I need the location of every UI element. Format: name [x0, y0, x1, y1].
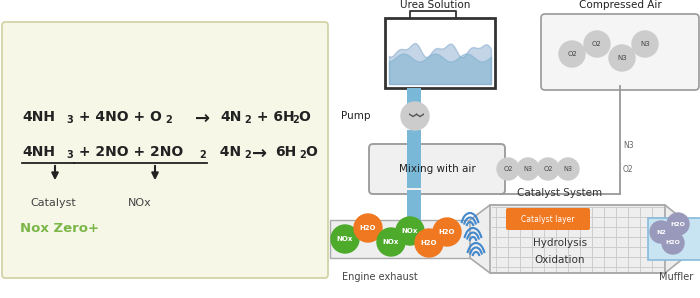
Text: 6H: 6H — [275, 145, 296, 159]
Text: 2: 2 — [244, 150, 251, 160]
Text: O2: O2 — [567, 51, 577, 57]
Text: Pump: Pump — [340, 111, 370, 121]
Text: NOx: NOx — [128, 198, 152, 208]
Circle shape — [650, 221, 672, 243]
Text: Catalyst System: Catalyst System — [517, 188, 603, 198]
Text: H2O: H2O — [360, 225, 377, 231]
Text: O: O — [305, 145, 317, 159]
Text: O2: O2 — [623, 165, 634, 175]
Text: + 2NO + 2NO: + 2NO + 2NO — [74, 145, 183, 159]
Text: ❯
❯: ❯ ❯ — [407, 112, 424, 118]
Text: Urea Solution: Urea Solution — [400, 0, 470, 10]
Circle shape — [396, 217, 424, 245]
Text: Engine exhaust: Engine exhaust — [342, 272, 418, 282]
FancyBboxPatch shape — [2, 22, 328, 278]
Circle shape — [517, 158, 539, 180]
Text: 3: 3 — [66, 115, 73, 125]
Text: N3: N3 — [564, 166, 573, 172]
Text: →: → — [252, 145, 267, 163]
Text: 2: 2 — [244, 115, 251, 125]
Bar — [648, 218, 700, 260]
Circle shape — [415, 229, 443, 257]
Bar — [407, 130, 421, 188]
Text: 4N: 4N — [210, 145, 241, 159]
Text: N3: N3 — [640, 41, 650, 47]
Bar — [385, 18, 495, 88]
Text: 3: 3 — [66, 150, 73, 160]
Text: N3: N3 — [623, 140, 634, 150]
Bar — [407, 88, 421, 116]
Text: H2O: H2O — [666, 240, 680, 246]
Circle shape — [609, 45, 635, 71]
Circle shape — [497, 158, 519, 180]
Bar — [330, 220, 470, 258]
FancyBboxPatch shape — [541, 14, 699, 90]
Text: Nox Zero+: Nox Zero+ — [20, 222, 99, 235]
Text: 2: 2 — [199, 150, 206, 160]
Text: Mixing with air: Mixing with air — [398, 164, 475, 174]
FancyBboxPatch shape — [369, 144, 505, 194]
Text: Compressed Air: Compressed Air — [579, 0, 662, 10]
Circle shape — [401, 102, 429, 130]
Circle shape — [667, 213, 689, 235]
Circle shape — [377, 228, 405, 256]
Text: 4NH: 4NH — [22, 110, 55, 124]
Text: O2: O2 — [543, 166, 553, 172]
FancyBboxPatch shape — [506, 208, 590, 230]
Text: Hydrolysis: Hydrolysis — [533, 238, 587, 248]
Circle shape — [537, 158, 559, 180]
Text: H2O: H2O — [439, 229, 455, 235]
Text: NOx: NOx — [337, 236, 354, 242]
Text: Oxidation: Oxidation — [535, 255, 585, 265]
Text: NOx: NOx — [402, 228, 418, 234]
Text: N2: N2 — [656, 229, 666, 235]
Text: H2O: H2O — [671, 221, 685, 226]
Text: Catalyst: Catalyst — [30, 198, 76, 208]
Text: 4NH: 4NH — [22, 145, 55, 159]
Text: 2: 2 — [165, 115, 172, 125]
Bar — [490, 205, 665, 273]
Text: O2: O2 — [592, 41, 602, 47]
Bar — [690, 225, 700, 253]
Circle shape — [632, 31, 658, 57]
Circle shape — [433, 218, 461, 246]
Text: Muffler: Muffler — [659, 272, 693, 282]
Text: 4N: 4N — [220, 110, 242, 124]
Circle shape — [584, 31, 610, 57]
Text: Catalyst layer: Catalyst layer — [522, 215, 575, 224]
Circle shape — [354, 214, 382, 242]
Text: 2: 2 — [299, 150, 306, 160]
Circle shape — [559, 41, 585, 67]
Circle shape — [557, 158, 579, 180]
Text: + 4NO + O: + 4NO + O — [74, 110, 162, 124]
Text: →: → — [195, 110, 210, 128]
Circle shape — [662, 232, 684, 254]
Circle shape — [331, 225, 359, 253]
Text: NOx: NOx — [383, 239, 399, 245]
Text: N3: N3 — [524, 166, 533, 172]
Text: + 6H: + 6H — [252, 110, 295, 124]
Text: 2: 2 — [292, 115, 299, 125]
Text: H2O: H2O — [421, 240, 438, 246]
Text: O2: O2 — [503, 166, 512, 172]
Text: O: O — [298, 110, 310, 124]
Text: N3: N3 — [617, 55, 627, 61]
Polygon shape — [470, 205, 690, 273]
Bar — [407, 190, 421, 228]
